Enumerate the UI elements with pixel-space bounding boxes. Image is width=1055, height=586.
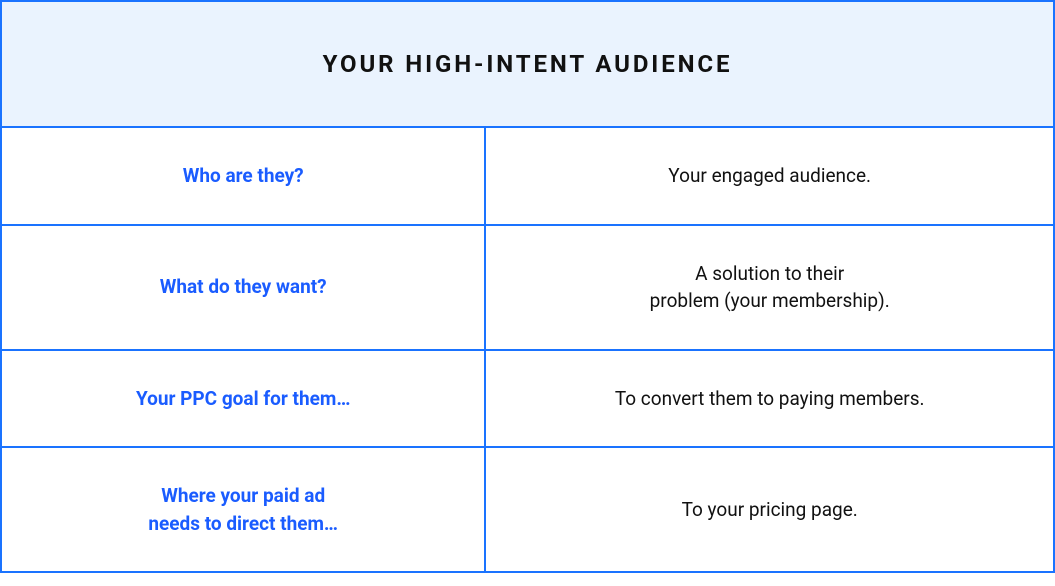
row-label: Your PPC goal for them… bbox=[1, 350, 485, 448]
table-row: Where your paid adneeds to direct them… … bbox=[1, 447, 1054, 572]
table-row: Your PPC goal for them… To convert them … bbox=[1, 350, 1054, 448]
row-value: Your engaged audience. bbox=[485, 127, 1054, 225]
row-label: Who are they? bbox=[1, 127, 485, 225]
table-row: Who are they? Your engaged audience. bbox=[1, 127, 1054, 225]
row-label: Where your paid adneeds to direct them… bbox=[1, 447, 485, 572]
row-value: A solution to theirproblem (your members… bbox=[485, 225, 1054, 350]
row-value: To your pricing page. bbox=[485, 447, 1054, 572]
audience-table-container: YOUR HIGH-INTENT AUDIENCE Who are they? … bbox=[0, 0, 1055, 573]
audience-table: YOUR HIGH-INTENT AUDIENCE Who are they? … bbox=[0, 0, 1055, 573]
table-title: YOUR HIGH-INTENT AUDIENCE bbox=[1, 1, 1054, 127]
row-value: To convert them to paying members. bbox=[485, 350, 1054, 448]
table-row: What do they want? A solution to theirpr… bbox=[1, 225, 1054, 350]
row-label: What do they want? bbox=[1, 225, 485, 350]
